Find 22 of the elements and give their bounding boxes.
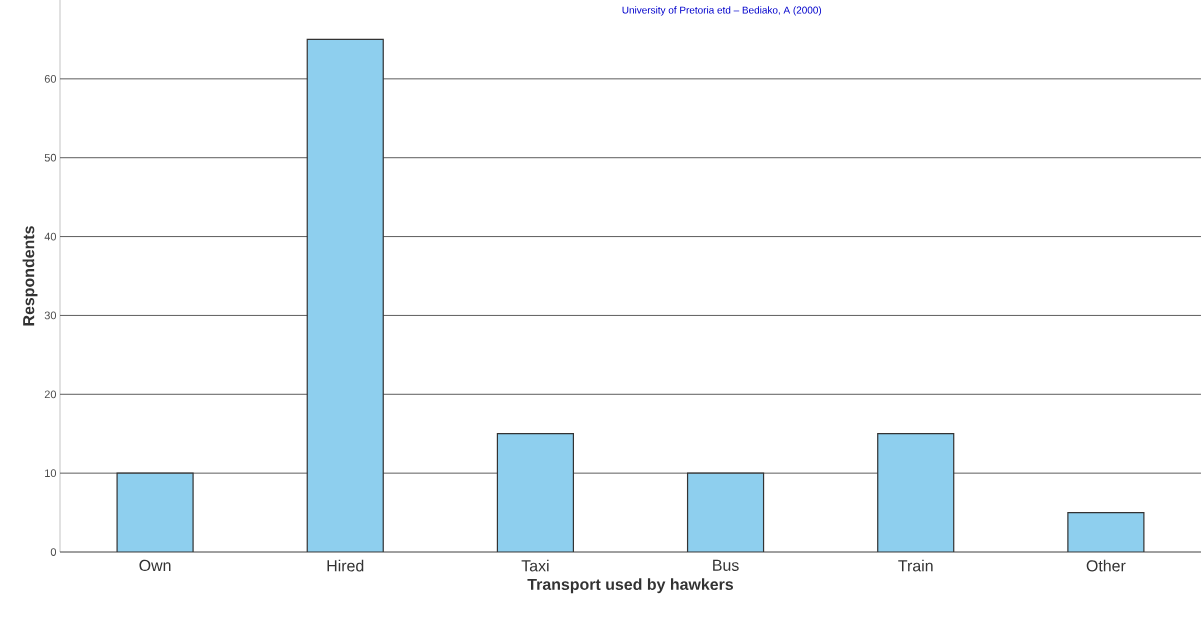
x-tick-label: Own <box>139 559 171 572</box>
y-axis-title: Respondents <box>22 226 38 326</box>
y-tick-label: 10 <box>45 469 57 478</box>
y-tick-label: 50 <box>44 153 57 162</box>
bar <box>496 433 575 552</box>
x-tick-label: Taxi <box>521 559 549 572</box>
x-tick-label: Other <box>1086 559 1126 572</box>
y-tick-label: 0 <box>50 548 57 556</box>
y-tick-label: 30 <box>44 311 57 320</box>
y-tick-label: 40 <box>44 232 57 241</box>
y-tick-label: 60 <box>44 74 57 83</box>
bar <box>1067 511 1145 552</box>
bar <box>306 38 384 552</box>
bar <box>116 472 194 552</box>
x-tick-label: Train <box>898 559 933 572</box>
bar <box>877 433 955 552</box>
x-tick-label: Bus <box>713 559 739 571</box>
annotation: University of Pretoria etd – Bediako, A (2000) <box>622 6 822 16</box>
y-tick-label: 20 <box>44 390 57 399</box>
bar <box>686 472 765 552</box>
x-axis-title: Transport used by hawkers <box>527 578 734 594</box>
x-tick-label: Hired <box>327 559 364 572</box>
